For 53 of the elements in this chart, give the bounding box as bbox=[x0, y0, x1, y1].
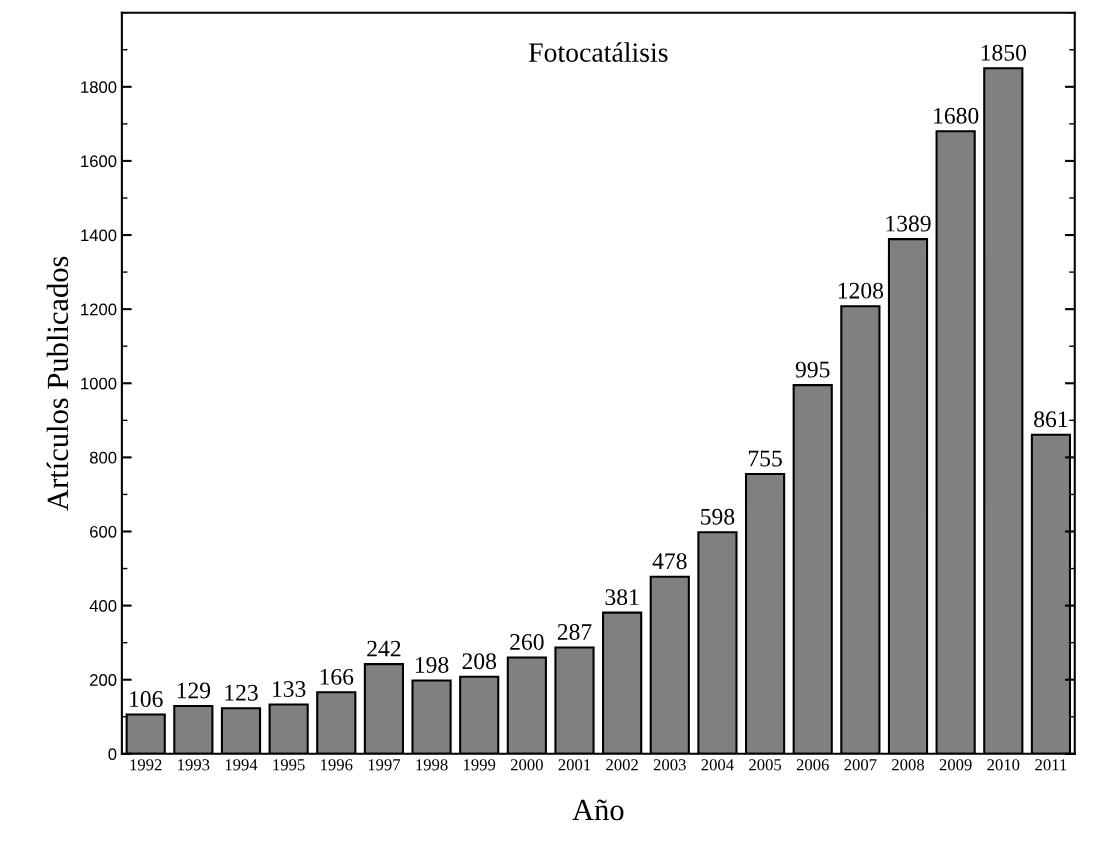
x-axis-title: Año bbox=[572, 799, 624, 821]
data-label: 242 bbox=[367, 640, 401, 657]
data-label: 198 bbox=[415, 656, 449, 673]
y-tick-label: 0 bbox=[108, 748, 117, 761]
x-tick-label: 1993 bbox=[178, 759, 210, 771]
data-label: 106 bbox=[130, 691, 163, 707]
x-tick-label: 2006 bbox=[796, 759, 829, 771]
y-tick-label: 1800 bbox=[81, 81, 117, 94]
data-label: 478 bbox=[652, 553, 687, 570]
x-tick-label: 2010 bbox=[987, 759, 1020, 771]
data-label: 123 bbox=[225, 684, 258, 701]
data-label: 1208 bbox=[838, 282, 884, 299]
x-tick-label: 1997 bbox=[368, 759, 401, 771]
x-tick-label: 1996 bbox=[321, 759, 353, 771]
y-tick-label: 400 bbox=[89, 600, 117, 612]
x-tick-label: 2009 bbox=[939, 759, 972, 771]
data-label: 1680 bbox=[934, 107, 979, 124]
y-tick-label: 1400 bbox=[81, 229, 117, 242]
data-label: 260 bbox=[510, 633, 544, 650]
x-tick-label: 2000 bbox=[510, 759, 543, 771]
data-label: 166 bbox=[320, 668, 354, 685]
data-label: 1850 bbox=[981, 44, 1026, 61]
y-tick-label: 1200 bbox=[81, 303, 117, 316]
x-tick-label: 1995 bbox=[273, 759, 305, 771]
x-tick-label: 2004 bbox=[701, 759, 734, 771]
data-label: 129 bbox=[177, 682, 211, 699]
x-tick-label: 1994 bbox=[225, 759, 258, 771]
data-label: 133 bbox=[273, 681, 306, 697]
y-axis-title: Artículos Publicados bbox=[46, 256, 69, 511]
data-label: 287 bbox=[557, 623, 592, 640]
x-tick-label: 2002 bbox=[606, 759, 638, 771]
data-label: 1389 bbox=[886, 215, 931, 232]
y-tick-label: 200 bbox=[90, 674, 117, 686]
x-tick-label: 2001 bbox=[558, 759, 591, 771]
x-tick-label: 2008 bbox=[892, 759, 925, 771]
y-tick-label: 1600 bbox=[81, 155, 117, 168]
data-label: 755 bbox=[748, 450, 782, 467]
y-tick-label: 1000 bbox=[81, 377, 117, 390]
x-tick-label: 2007 bbox=[844, 759, 877, 771]
y-tick-label: 800 bbox=[89, 451, 117, 464]
y-tick-label: 600 bbox=[90, 525, 117, 538]
x-tick-label: 2003 bbox=[653, 759, 686, 771]
data-label: 995 bbox=[795, 361, 830, 378]
x-tick-label: 2011 bbox=[1035, 759, 1067, 771]
data-label: 598 bbox=[701, 508, 735, 525]
data-label: 381 bbox=[605, 589, 639, 606]
x-tick-label: 2005 bbox=[749, 759, 782, 771]
data-label: 861 bbox=[1034, 411, 1068, 428]
text: Fotocatálisis bbox=[528, 42, 668, 62]
data-label: 208 bbox=[462, 653, 497, 670]
x-tick-label: 1992 bbox=[130, 759, 162, 771]
x-tick-label: 1999 bbox=[464, 759, 496, 771]
x-tick-label: 1998 bbox=[416, 759, 448, 771]
